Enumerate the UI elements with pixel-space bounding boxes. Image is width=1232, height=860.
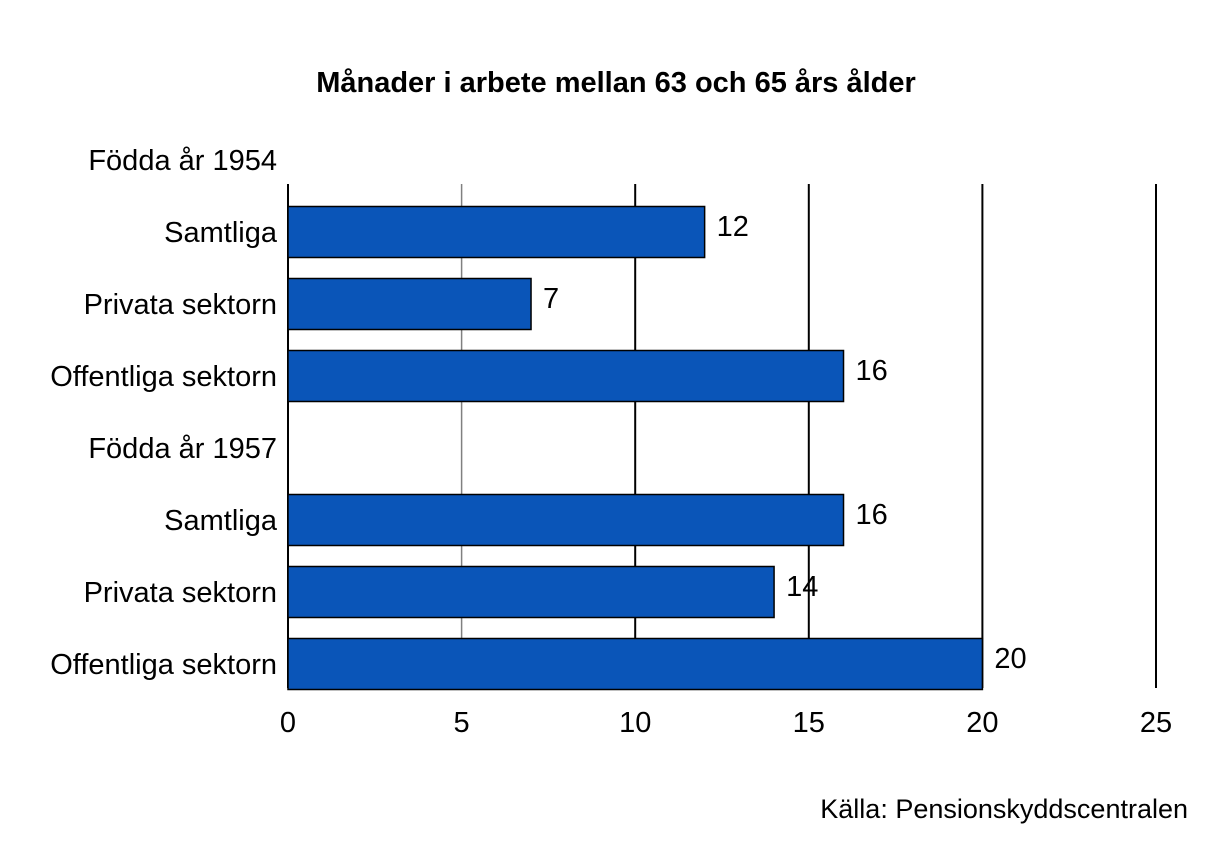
value-label: 16: [856, 355, 888, 387]
x-tick-label: 0: [280, 707, 296, 739]
bar: [287, 637, 984, 691]
value-label: 20: [994, 643, 1026, 675]
x-tick-label: 10: [619, 707, 651, 739]
x-tick-label: 5: [454, 707, 470, 739]
category-label: Privata sektorn: [84, 289, 277, 321]
value-label: 14: [786, 571, 818, 603]
x-tick-label: 15: [793, 707, 825, 739]
category-label: Samtliga: [164, 505, 278, 537]
category-label: Offentliga sektorn: [50, 649, 277, 681]
value-label: 7: [543, 283, 559, 315]
category-label: Offentliga sektorn: [50, 361, 277, 393]
bar: [287, 277, 532, 331]
x-tick-label: 25: [1140, 707, 1172, 739]
category-label: Samtliga: [164, 217, 278, 249]
chart-title: Månader i arbete mellan 63 och 65 års ål…: [316, 67, 916, 99]
bar: [287, 565, 775, 619]
bar: [287, 493, 845, 547]
group-label: Födda år 1957: [88, 433, 277, 465]
value-label: 12: [717, 211, 749, 243]
category-label: Privata sektorn: [84, 577, 277, 609]
bar: [287, 205, 706, 259]
value-label: 16: [856, 499, 888, 531]
bar: [287, 349, 845, 403]
source-note: Källa: Pensionskyddscentralen: [820, 794, 1188, 824]
x-tick-label: 20: [966, 707, 998, 739]
group-label: Födda år 1954: [88, 145, 277, 177]
